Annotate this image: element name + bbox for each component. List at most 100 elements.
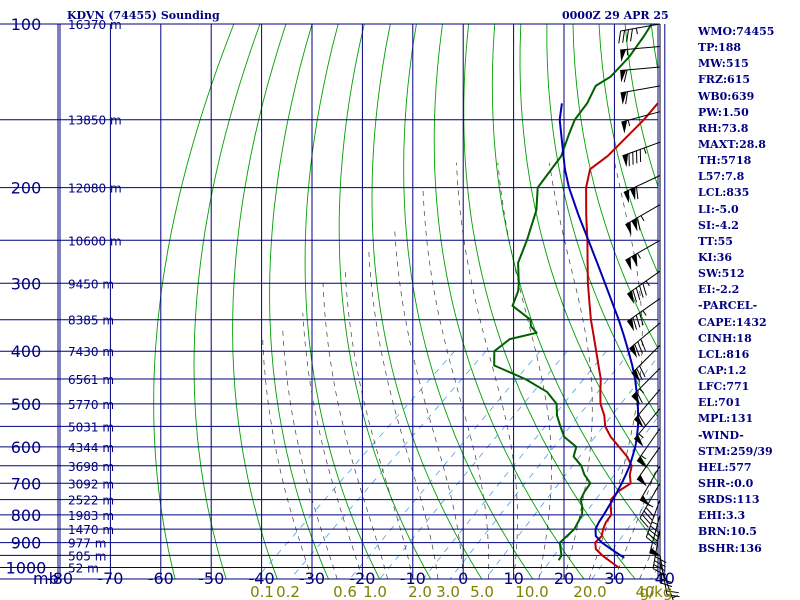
pressure-tick-label: 100 — [11, 15, 42, 34]
index-item: LI:-5.0 — [698, 202, 739, 216]
wind-barb-flag — [635, 186, 639, 200]
temperature-tick-label: 0 — [458, 569, 468, 588]
index-item: STM:259/39 — [698, 444, 773, 458]
wind-barb-pennant — [631, 392, 641, 406]
moist-adiabat — [588, 162, 643, 579]
wind-barb-pennant — [637, 456, 647, 469]
index-item: TP:188 — [698, 41, 742, 55]
wind-barb-staff — [620, 23, 661, 32]
height-label: 13850 m — [68, 114, 122, 128]
wind-barb — [636, 446, 661, 487]
wind-barb-staff — [639, 483, 661, 519]
mixing-ratio-line — [485, 356, 658, 579]
wind-barb-half-flag — [651, 521, 658, 525]
wind-barb-staff — [633, 408, 661, 440]
temperature-tick-label: -60 — [148, 569, 174, 588]
wind-barb-half-flag — [643, 147, 647, 154]
dry-adiabat — [153, 24, 235, 579]
stability-indices: WMO:74455 TP:188 MW:515 FRZ:615 WB0:639 PW:1.… — [698, 24, 774, 557]
height-label: 7430 m — [68, 345, 114, 359]
temperature-tick-label: -80 — [47, 569, 73, 588]
pressure-tick-label: 500 — [11, 395, 42, 414]
wind-barb-half-flag — [640, 455, 647, 460]
wind-barb-staff — [639, 465, 661, 501]
moist-adiabat — [456, 162, 518, 579]
height-label: 3698 m — [68, 460, 114, 474]
height-label: 52 m — [68, 561, 99, 575]
wind-barb-flag — [643, 510, 653, 521]
wind-barb-pennant — [627, 290, 635, 304]
dry-adiabat — [403, 24, 534, 579]
wind-barb-flag — [632, 317, 638, 330]
wind-barb-flag — [640, 338, 646, 352]
temperature-tick-label: -50 — [198, 569, 224, 588]
wind-barb-pennant — [620, 69, 627, 83]
wind-barb — [618, 23, 661, 44]
wind-barb-pennant — [634, 434, 644, 447]
mixing-ratio-label: 10.0 — [515, 583, 548, 600]
wind-barb-pennant — [631, 218, 638, 232]
mixing-ratio-label: 1.0 — [363, 583, 387, 600]
mixing-ratio-label: 0.6 — [333, 583, 357, 600]
wind-barb-staff — [625, 204, 661, 226]
wind-barb-flag — [635, 315, 641, 328]
wind-barb-staff — [652, 529, 661, 569]
wind-barb-staff — [626, 298, 661, 322]
wind-barb-flag — [636, 217, 641, 231]
wind-barb-flag — [623, 69, 628, 83]
wind-barb-flag — [622, 30, 626, 43]
index-item: WB0:639 — [698, 89, 755, 103]
wind-barb-flag — [626, 29, 629, 43]
wind-barb — [625, 239, 661, 271]
wind-barb — [645, 499, 661, 546]
pressure-tick-label: 800 — [11, 506, 42, 525]
temperature-tick-label: -20 — [349, 569, 375, 588]
dry-adiabat — [519, 24, 658, 484]
index-item: MPL:131 — [698, 412, 754, 426]
wind-barb — [620, 66, 661, 83]
height-label: 4344 m — [68, 441, 114, 455]
dry-adiabat — [232, 24, 287, 579]
wind-barb — [625, 204, 661, 236]
wind-barb-flag — [641, 514, 651, 525]
wind-barb-pennant — [625, 221, 632, 236]
height-label: 9450 m — [68, 277, 114, 291]
moist-adiabat — [344, 266, 414, 579]
wind-barb-half-flag — [642, 310, 647, 316]
wind-barb-pennant — [627, 318, 635, 332]
index-item: -PARCEL- — [698, 299, 758, 313]
mixing-ratio-line — [255, 350, 455, 579]
wind-barb-flag — [630, 28, 633, 42]
wind-barb — [636, 428, 661, 469]
index-item: WMO:74455 — [698, 25, 775, 38]
chart-time: 0000Z 29 APR 25 — [562, 9, 669, 22]
wind-barb — [621, 111, 661, 134]
wind-barb-half-flag — [640, 215, 645, 222]
wind-barb-staff — [626, 270, 661, 295]
chart-title: KDVN (74455) Sounding — [67, 9, 220, 22]
dry-adiabat — [338, 24, 432, 579]
mixing-ratio-line — [349, 350, 541, 579]
moist-adiabat — [322, 283, 388, 579]
moist-adiabat — [497, 162, 552, 579]
temperature-tick-label: -70 — [97, 569, 123, 588]
index-item: BRN:10.5 — [698, 525, 757, 539]
temperature-tick-label: 10 — [503, 569, 523, 588]
index-item: SRDS:113 — [698, 493, 760, 507]
moist-adiabat — [394, 230, 464, 579]
wind-barb-flag — [637, 341, 643, 354]
wind-barbs — [618, 23, 680, 600]
wind-barb-staff — [659, 555, 668, 595]
dry-adiabat — [546, 24, 658, 419]
wind-barb — [631, 344, 661, 383]
wind-barb-pennant — [620, 91, 627, 105]
wind-barb — [626, 298, 661, 332]
wind-barb-flag — [618, 30, 622, 44]
index-item: LCL:816 — [698, 347, 750, 361]
wind-barb-flag — [642, 283, 647, 296]
dry-adiabat — [782, 24, 800, 579]
wind-barb-pennant — [631, 253, 638, 268]
height-label: 8385 m — [68, 314, 114, 328]
